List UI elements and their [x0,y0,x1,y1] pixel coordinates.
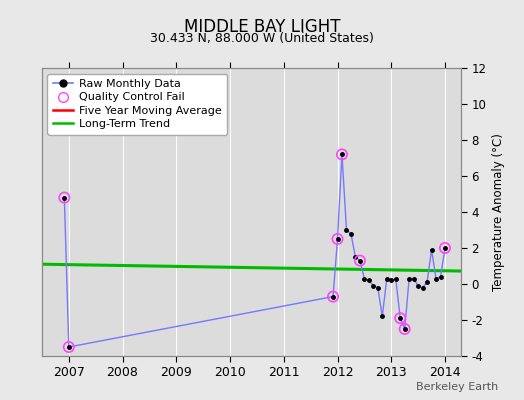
Point [329,294,337,300]
Point [441,245,449,251]
Point [338,151,346,158]
Y-axis label: Temperature Anomaly (°C): Temperature Anomaly (°C) [492,133,505,291]
Point [64,344,73,350]
Point [333,236,342,242]
Legend: Raw Monthly Data, Quality Control Fail, Five Year Moving Average, Long-Term Tren: Raw Monthly Data, Quality Control Fail, … [48,74,227,135]
Text: Berkeley Earth: Berkeley Earth [416,382,498,392]
Point [400,326,409,332]
Text: 30.433 N, 88.000 W (United States): 30.433 N, 88.000 W (United States) [150,32,374,45]
Point [356,258,364,264]
Point [60,194,69,201]
Text: MIDDLE BAY LIGHT: MIDDLE BAY LIGHT [184,18,340,36]
Point [396,315,405,322]
